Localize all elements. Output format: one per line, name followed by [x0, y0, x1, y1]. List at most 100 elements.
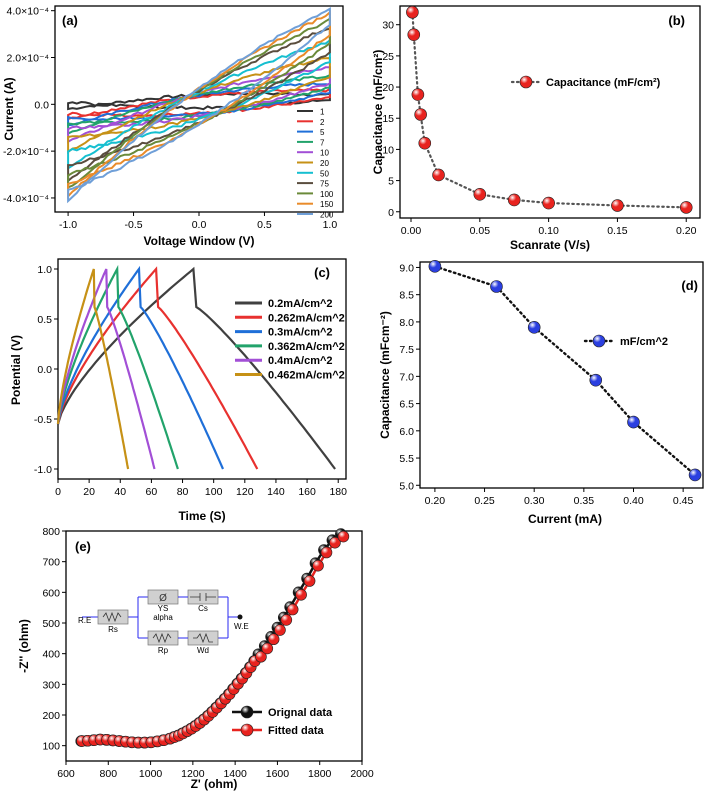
panel-d-frame — [419, 261, 704, 489]
capacitance-trend-line — [433, 265, 697, 477]
fitted-data-point — [303, 575, 316, 587]
cv-loop-100 — [67, 16, 331, 189]
fitted-data-point — [329, 536, 341, 549]
fitted-data-point — [274, 624, 286, 636]
panel-c-xtick-label: 140 — [267, 486, 285, 498]
legend-label-1: 1 — [320, 108, 325, 117]
legend-label-7: 7 — [320, 138, 325, 147]
circuit-label-rp: Rp — [158, 646, 169, 655]
circuit-label-alpha: alpha — [153, 613, 173, 622]
panel-b-xlabel: Scanrate (V/s) — [510, 238, 590, 252]
cpe-icon: Ø — [159, 593, 167, 604]
panel-b-xtick-label: 0.20 — [676, 225, 697, 237]
circuit-rs-box — [97, 609, 129, 625]
capacitance-point — [473, 188, 487, 201]
panel-d-ylabel: Capacitance (mFcm⁻²) — [378, 311, 392, 439]
panel-b-ytick-label: 20 — [382, 82, 394, 94]
capacitance-point — [432, 168, 445, 182]
cv-loop-50 — [67, 38, 331, 171]
panel-e-xtick-label: 1800 — [308, 768, 332, 780]
panel-b-frame — [399, 5, 701, 219]
panel-e-ytick-label: 400 — [42, 649, 60, 661]
gcd-curve-2 — [56, 265, 225, 470]
resistor-icon — [102, 611, 122, 623]
panel-a-ytick-label: 4.0×10⁻⁴ — [7, 6, 49, 18]
panel-c-ytick-label: 0.0 — [37, 364, 52, 376]
gcd-curve-1 — [56, 266, 259, 470]
legend-label-50: 50 — [320, 169, 329, 178]
panel-b-ylabel: Capacitance (mF/cm²) — [371, 50, 385, 175]
legend-label-150: 150 — [320, 200, 334, 209]
panel-d-xtick-label: 0.20 — [425, 495, 446, 507]
fitted-data-point — [280, 614, 293, 626]
panel-b-label: (b) — [668, 13, 685, 28]
panel-c-ytick-label: 1.0 — [37, 264, 52, 276]
panel-e-ytick-label: 600 — [42, 587, 60, 599]
legend-label-75: 75 — [320, 180, 329, 189]
gcd-curve-4 — [56, 268, 156, 470]
panel-d-xtick-label: 0.45 — [673, 495, 694, 507]
cv-loop-75 — [67, 27, 331, 184]
panel-a-ytick-label: -4.0×10⁻⁴ — [3, 193, 49, 205]
panel-a-xtick-label: 0.0 — [192, 219, 207, 231]
warburg-icon — [193, 632, 213, 644]
cv-loop-20 — [67, 57, 331, 155]
circuit-label-re: R.E — [78, 616, 91, 625]
panel-b: 0.00 0.05 0.10 0.15 0.20 0 5 10 15 20 25 30 Capacita… — [371, 5, 701, 252]
fitted-data-point — [255, 650, 267, 663]
panel-d-ytick-label: 7.5 — [399, 344, 414, 356]
panel-d-ytick-label: 8.0 — [399, 317, 414, 329]
panel-e-xtick-label: 1000 — [139, 768, 163, 780]
panel-a-xtick-label: 0.5 — [257, 219, 272, 231]
circuit-label-cs: Cs — [198, 604, 208, 613]
legend-label-2: 0.3mA/cm^2 — [268, 327, 333, 339]
panel-e-ylabel: -Z'' (ohm) — [17, 619, 31, 673]
legend-marker-1 — [240, 723, 254, 737]
panel-b-ytick-label: 0 — [388, 207, 394, 219]
panel-b-ytick-label: 25 — [382, 51, 394, 63]
legend-marker — [519, 75, 533, 89]
panel-e: 600 800 1000 1200 1400 1600 1800 2000 100 200 300 4… — [17, 526, 374, 791]
gcd-curve-5 — [56, 268, 130, 470]
capacitance-point — [527, 321, 541, 334]
capacitance-point — [542, 196, 555, 210]
panel-a-xtick-label: -0.5 — [124, 219, 142, 231]
panel-c-xtick-label: 100 — [205, 486, 223, 498]
capacitance-point — [611, 199, 624, 212]
legend-label-3: 0.362mA/cm^2 — [268, 341, 345, 353]
panel-e-xlabel: Z' (ohm) — [191, 777, 238, 791]
panel-c-xtick-label: 40 — [114, 486, 126, 498]
legend-label-2: 2 — [320, 118, 325, 127]
panel-e-xtick-label: 800 — [100, 768, 118, 780]
circuit-label-wd: Wd — [197, 646, 209, 655]
capacitance-point — [627, 415, 640, 429]
panel-d-xtick-label: 0.35 — [574, 495, 595, 507]
gcd-curve-3 — [56, 264, 179, 470]
fitted-data-point — [286, 603, 299, 616]
panel-a-ylabel: Current (A) — [2, 77, 16, 140]
panel-b-xtick-label: 0.15 — [607, 225, 628, 237]
circuit-label-ys: YS — [158, 604, 169, 613]
panel-d-ytick-label: 6.0 — [399, 426, 414, 438]
panel-a: -1.0 -0.5 0.0 0.5 1.0 -4.0×10⁻⁴ -2.0×10⁻⁴ 0.0 2.… — [2, 5, 344, 248]
panel-d-label: (d) — [681, 278, 698, 293]
panel-d-xtick-label: 0.25 — [474, 495, 495, 507]
panel-d-ytick-label: 5.5 — [399, 453, 414, 465]
panel-e-label: (e) — [75, 539, 91, 554]
fitted-data-point — [295, 588, 307, 601]
panel-e-ytick-label: 200 — [42, 710, 60, 722]
legend-label-5: 5 — [320, 128, 325, 137]
capacitance-point — [589, 373, 603, 387]
panel-b-xtick-label: 0.05 — [470, 225, 491, 237]
fitted-data-point — [312, 559, 324, 572]
panel-e-xtick-label: 1600 — [266, 768, 290, 780]
cv-loop-200 — [67, 7, 331, 204]
legend-marker-0 — [240, 705, 254, 719]
panel-e-frame — [65, 530, 363, 762]
panel-a-label: (a) — [62, 13, 78, 28]
legend-label: mF/cm^2 — [620, 336, 668, 348]
capacitor-icon — [190, 593, 216, 601]
panel-a-xtick-label: -1.0 — [59, 219, 77, 231]
legend-label-0: 0.2mA/cm^2 — [268, 298, 333, 310]
panel-a-ytick-label: -2.0×10⁻⁴ — [3, 146, 49, 158]
